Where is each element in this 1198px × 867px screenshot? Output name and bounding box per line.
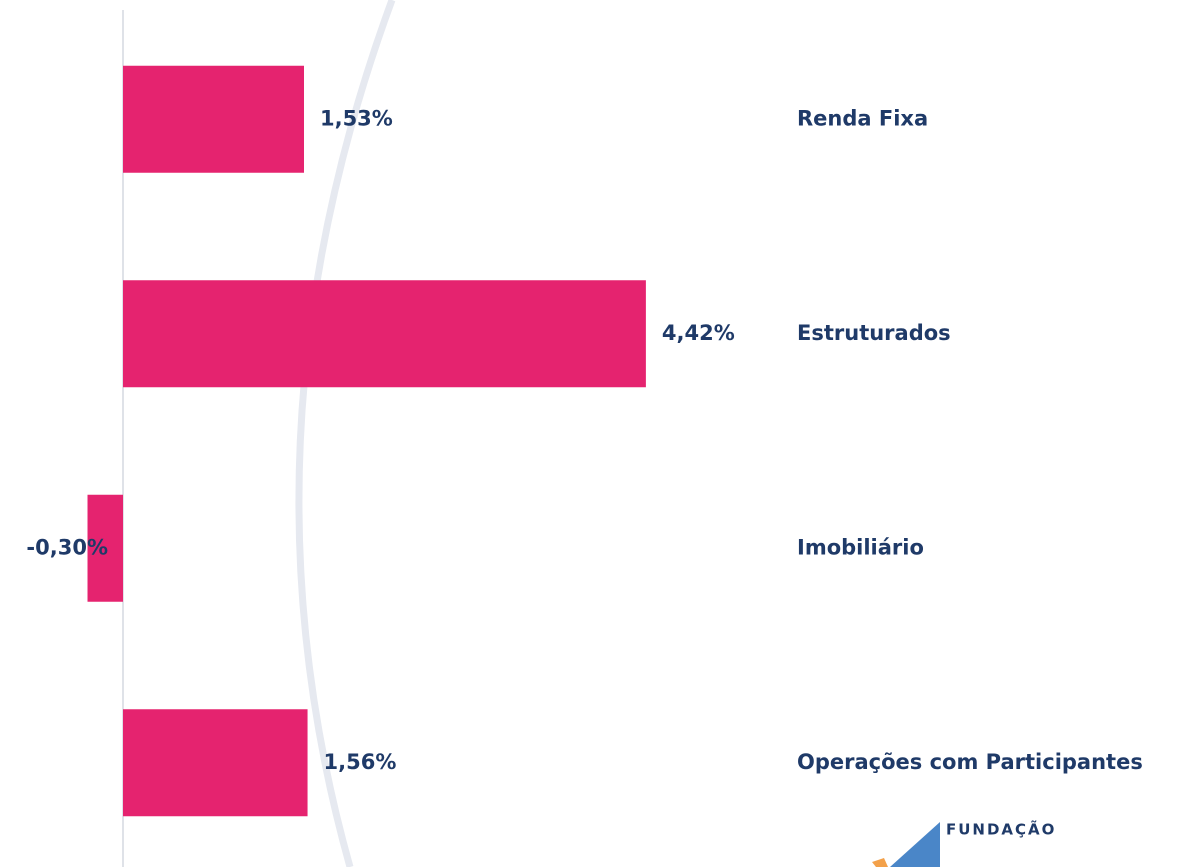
logo: FUNDAÇÃO (872, 820, 1056, 867)
value-label: 4,42% (662, 321, 735, 345)
bar (123, 65, 304, 173)
category-label: Estruturados (797, 321, 951, 345)
logo-shape (890, 822, 940, 867)
category-label: Operações com Participantes (797, 750, 1143, 774)
logo-shape (872, 858, 888, 867)
category-label: Imobiliário (797, 535, 924, 559)
bar (123, 709, 308, 817)
logo-text: FUNDAÇÃO (946, 820, 1056, 839)
bar (123, 280, 646, 388)
value-label: -0,30% (26, 535, 108, 559)
bar (87, 494, 123, 602)
background-arc (295, 0, 396, 867)
value-label: 1,56% (324, 750, 397, 774)
value-label: 1,53% (320, 106, 393, 130)
category-label: Renda Fixa (797, 106, 928, 130)
